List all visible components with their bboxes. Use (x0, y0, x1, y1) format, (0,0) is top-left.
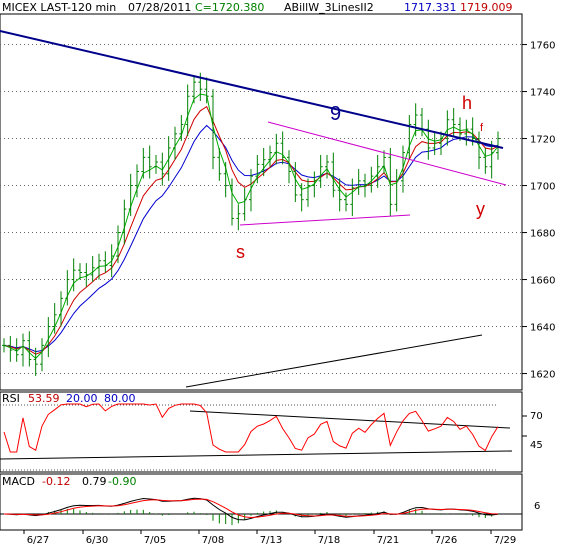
x-tick-label: 7/13 (260, 535, 282, 546)
ma-slow-line (3, 124, 499, 353)
rsi-tick-70: 70 (530, 411, 543, 422)
x-tick-label: 7/05 (144, 535, 166, 546)
indicator-label: ABillW_3LinesII2 (284, 1, 374, 14)
indicator-value-2: 1719.009 (460, 1, 513, 14)
macd-title: MACD (2, 475, 35, 488)
y-tick-label: 1760 (530, 41, 555, 52)
price-y-ticks: 1620 1640 1660 1680 1700 1720 1740 1760 (522, 41, 555, 381)
y-tick-label: 1660 (530, 276, 555, 287)
annotation-h: h (462, 93, 472, 113)
x-axis-ticks: 6/27 6/30 7/05 7/08 7/13 7/18 7/21 7/26 7/29 (23, 530, 516, 546)
annotation-f: f (480, 122, 484, 134)
triangle-lower-line (239, 214, 411, 226)
date-label: 07/28/2011 (128, 1, 191, 14)
y-tick-label: 1740 (530, 88, 555, 99)
downtrend-line (0, 30, 504, 149)
rsi-upper-trend (189, 410, 511, 429)
macd-value-1: -0.12 (42, 475, 70, 488)
annotation-s: s (236, 242, 245, 262)
rsi-lower-trend (0, 450, 513, 460)
annotation-y: y (476, 199, 485, 219)
y-tick-label: 1640 (530, 323, 555, 334)
ma-mid-line (3, 105, 499, 355)
y-tick-label: 1720 (530, 135, 555, 146)
price-bars (2, 72, 500, 376)
indicator-value-1: 1717.331 (404, 1, 457, 14)
rsi-title: RSI (2, 392, 20, 405)
price-panel-frame (0, 13, 523, 391)
macd-line (3, 497, 499, 521)
y-tick-label: 1700 (530, 182, 555, 193)
macd-value-3: -0.90 (108, 475, 136, 488)
rsi-tick-45: 45 (530, 440, 543, 451)
close-label: C=1720.380 (195, 1, 264, 14)
rsi-line (3, 403, 499, 453)
macd-value-2: 0.79 (82, 475, 107, 488)
support-line (185, 334, 483, 388)
ma-fast-line (3, 93, 499, 360)
x-tick-label: 7/18 (318, 535, 340, 546)
x-tick-label: 6/27 (27, 535, 49, 546)
instrument-label: MICEX LAST-120 min (2, 1, 116, 14)
macd-tick-6: 6 (534, 501, 540, 512)
rsi-level-high: 80.00 (104, 392, 136, 405)
x-tick-label: 7/08 (202, 535, 224, 546)
rsi-level-low: 20.00 (66, 392, 98, 405)
x-tick-label: 7/29 (494, 535, 516, 546)
x-tick-label: 7/26 (435, 535, 457, 546)
y-tick-label: 1680 (530, 229, 555, 240)
x-tick-label: 6/30 (86, 535, 108, 546)
rsi-panel-frame (0, 391, 523, 473)
macd-histogram (9, 508, 499, 526)
y-tick-label: 1620 (530, 370, 555, 381)
x-tick-label: 7/21 (377, 535, 399, 546)
triangle-upper-line (267, 121, 507, 186)
annotation-g: 9 (330, 103, 341, 125)
price-grid (0, 44, 522, 375)
macd-panel-frame (0, 473, 523, 531)
macd-signal-line (3, 498, 499, 519)
rsi-value: 53.59 (28, 392, 60, 405)
